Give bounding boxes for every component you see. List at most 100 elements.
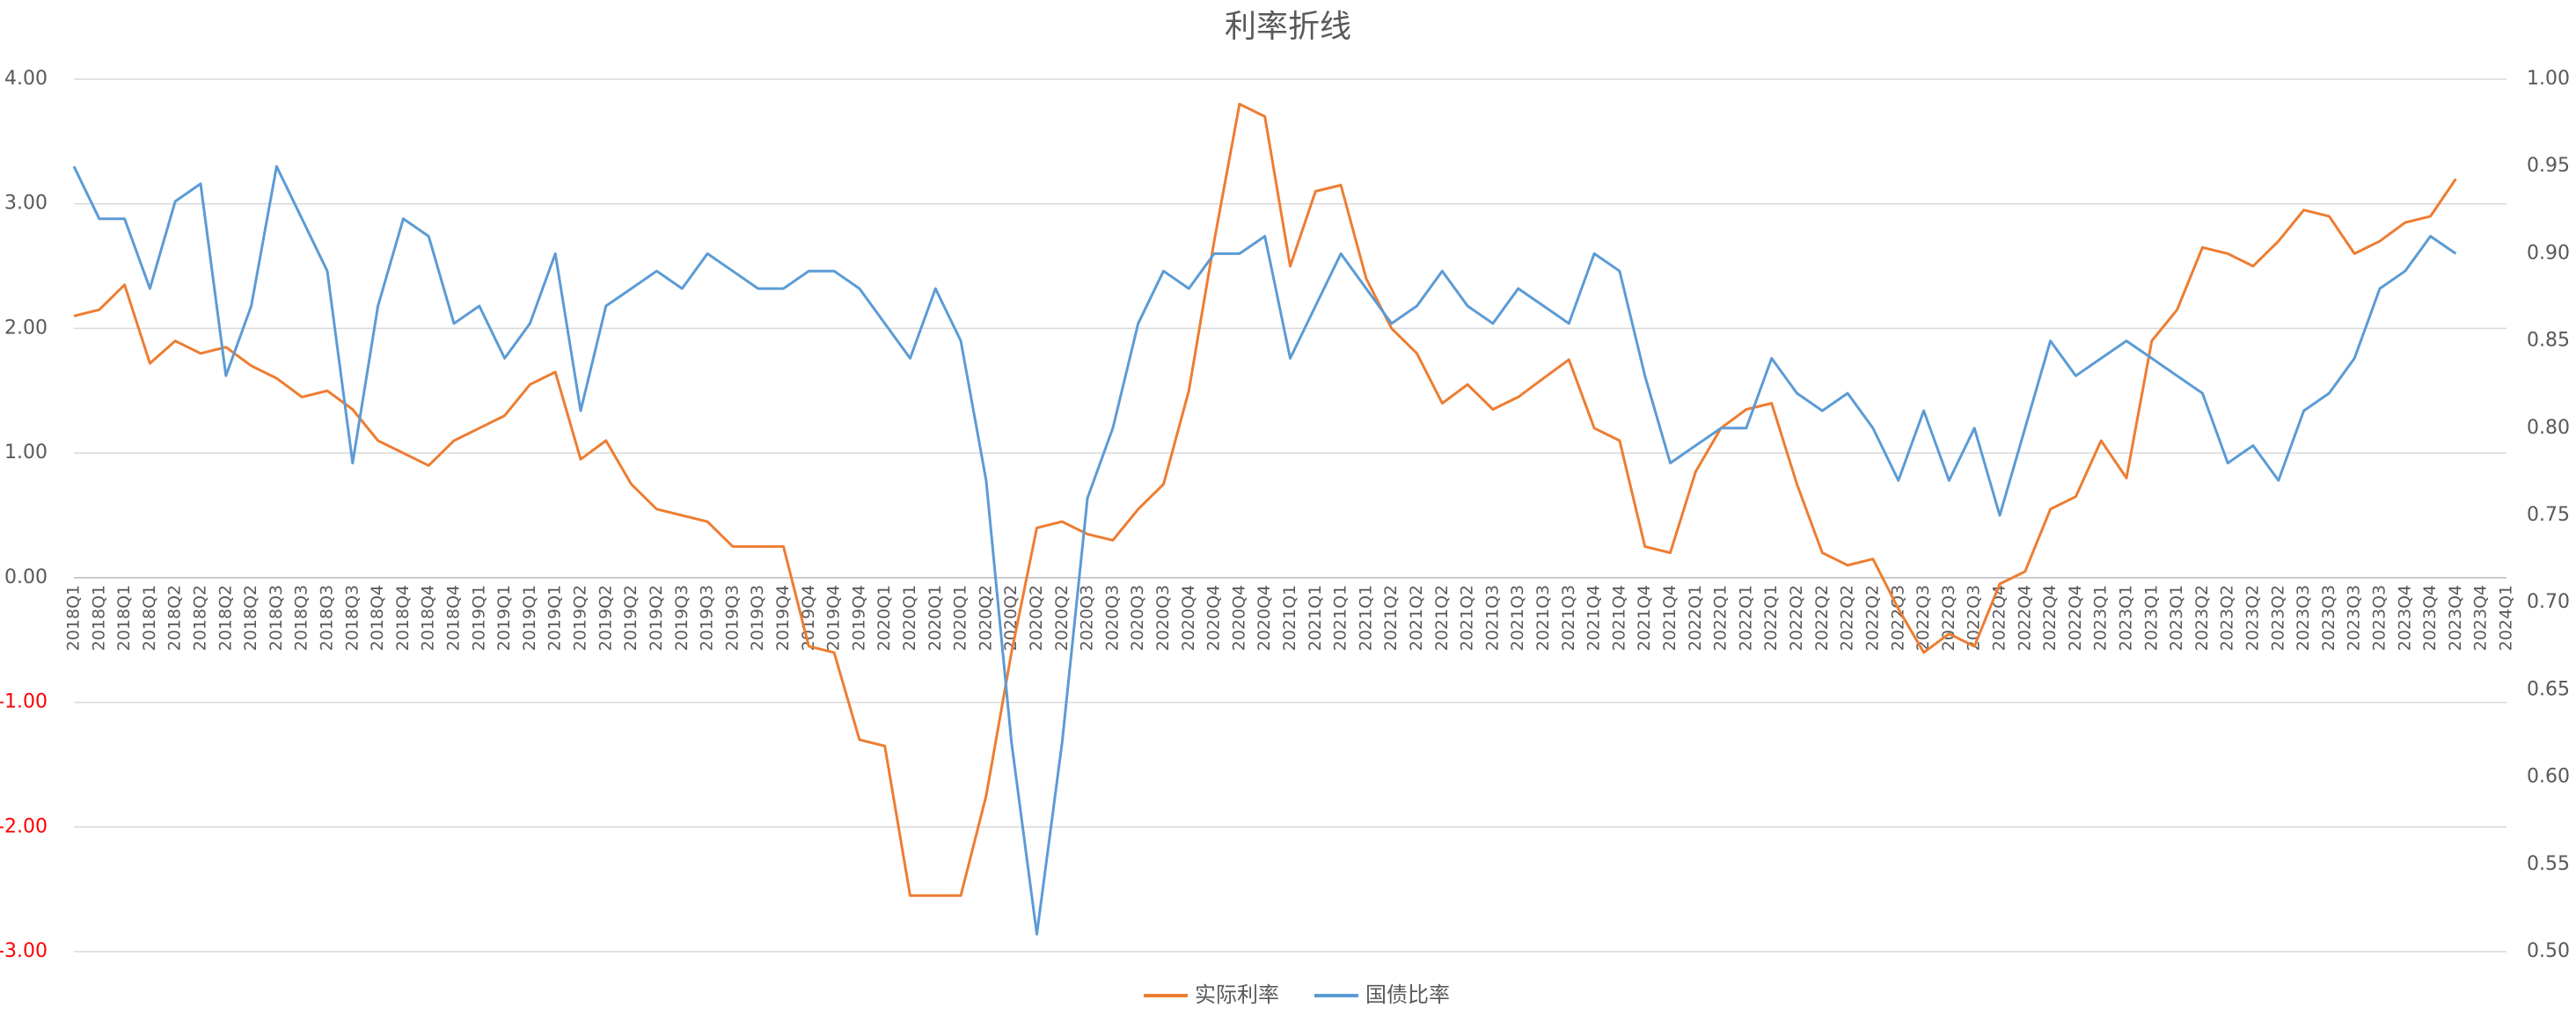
x-tick-label: 2018Q4: [368, 585, 387, 651]
x-tick-label: 2021Q2: [1432, 585, 1452, 651]
x-tick-label: 2020Q4: [1255, 585, 1274, 651]
x-tick-label: 2021Q4: [1635, 585, 1654, 651]
x-tick-label: 2021Q2: [1381, 585, 1401, 651]
x-tick-label: 2018Q3: [342, 585, 362, 651]
y2-tick-label: 0.65: [2527, 678, 2570, 700]
y2-tick-label: 0.55: [2527, 853, 2570, 875]
x-tick-label: 2020Q4: [1204, 585, 1224, 651]
y-tick-label: -3.00: [0, 940, 48, 962]
chart-title: 利率折线: [1225, 9, 1351, 45]
x-tick-label: 2019Q2: [621, 585, 640, 651]
x-tick-label: 2021Q4: [1660, 585, 1680, 651]
x-tick-label: 2022Q1: [1686, 585, 1705, 651]
x-tick-label: 2021Q2: [1458, 585, 1477, 651]
x-tick-label: 2019Q1: [469, 585, 488, 651]
x-tick-label: 2022Q3: [1939, 585, 1958, 651]
x-tick-label: 2023Q4: [2446, 585, 2465, 651]
y-tick-label: 1.00: [4, 442, 48, 464]
y-tick-label: -1.00: [0, 691, 48, 713]
y-tick-label: 4.00: [4, 68, 48, 90]
x-tick-label: 2019Q3: [748, 585, 767, 651]
x-tick-label: 2021Q4: [1584, 585, 1604, 651]
x-tick-label: 2023Q4: [2471, 585, 2491, 651]
x-tick-label: 2021Q3: [1508, 585, 1527, 651]
x-tick-label: 2018Q2: [216, 585, 235, 651]
x-tick-label: 2021Q3: [1559, 585, 1578, 651]
x-tick-label: 2018Q3: [292, 585, 311, 651]
x-tick-label: 2018Q4: [419, 585, 438, 651]
x-tick-label: 2018Q2: [191, 585, 210, 651]
x-tick-label: 2023Q2: [2192, 585, 2212, 651]
y-tick-label: 2.00: [4, 317, 48, 339]
x-tick-label: 2024Q1: [2497, 585, 2516, 651]
x-tick-label: 2019Q3: [698, 585, 717, 651]
x-tick-label: 2023Q2: [2218, 585, 2237, 651]
x-tick-label: 2021Q3: [1533, 585, 1553, 651]
x-tick-label: 2020Q2: [1052, 585, 1072, 651]
x-tick-label: 2020Q1: [951, 585, 970, 651]
x-tick-label: 2023Q3: [2369, 585, 2389, 651]
x-tick-label: 2023Q1: [2091, 585, 2111, 651]
x-tick-label: 2019Q4: [773, 585, 793, 651]
x-tick-label: 2023Q3: [2294, 585, 2313, 651]
x-tick-label: 2020Q1: [875, 585, 894, 651]
x-tick-label: 2019Q3: [722, 585, 742, 651]
x-tick-label: 2023Q4: [2395, 585, 2414, 651]
x-tick-label: 2022Q4: [2015, 585, 2034, 651]
legend-label: 国债比率: [1365, 982, 1450, 1007]
y2-tick-label: 0.85: [2527, 330, 2570, 352]
y-tick-label: 3.00: [4, 193, 48, 215]
x-tick-label: 2022Q2: [1838, 585, 1857, 651]
x-tick-label: 2021Q1: [1306, 585, 1325, 651]
x-tick-label: 2020Q4: [1179, 585, 1198, 651]
x-tick-label: 2019Q2: [647, 585, 666, 651]
x-tick-label: 2018Q2: [165, 585, 185, 651]
x-tick-label: 2020Q3: [1102, 585, 1122, 651]
x-tick-label: 2018Q1: [114, 585, 134, 651]
x-tick-label: 2019Q2: [571, 585, 590, 651]
x-tick-label: 2023Q1: [2167, 585, 2186, 651]
x-tick-label: 2023Q3: [2319, 585, 2338, 651]
x-tick-label: 2019Q4: [849, 585, 868, 651]
x-tick-label: 2019Q3: [672, 585, 692, 651]
x-tick-label: 2020Q1: [926, 585, 945, 651]
x-tick-label: 2022Q4: [1989, 585, 2009, 651]
x-tick-label: 2023Q2: [2268, 585, 2287, 651]
y2-tick-label: 0.70: [2527, 591, 2570, 613]
x-tick-label: 2020Q1: [900, 585, 919, 651]
y2-tick-label: 0.75: [2527, 504, 2570, 526]
x-tick-label: 2023Q1: [2116, 585, 2135, 651]
x-tick-label: 2021Q1: [1331, 585, 1350, 651]
x-tick-label: 2022Q1: [1736, 585, 1755, 651]
y2-tick-label: 0.90: [2527, 242, 2570, 264]
x-tick-label: 2018Q2: [241, 585, 260, 651]
x-tick-label: 2021Q4: [1609, 585, 1628, 651]
x-tick-label: 2022Q3: [1914, 585, 1933, 651]
x-tick-label: 2022Q2: [1862, 585, 1882, 651]
x-tick-label: 2019Q1: [545, 585, 565, 651]
series-line: [73, 102, 2457, 897]
x-tick-label: 2019Q2: [596, 585, 615, 651]
x-tick-label: 2022Q1: [1711, 585, 1731, 651]
x-tick-label: 2020Q2: [976, 585, 995, 651]
x-tick-label: 2018Q4: [393, 585, 413, 651]
x-tick-label: 2019Q4: [824, 585, 844, 651]
x-tick-label: 2020Q4: [1229, 585, 1248, 651]
x-tick-label: 2021Q1: [1356, 585, 1375, 651]
x-tick-label: 2021Q1: [1280, 585, 1299, 651]
x-tick-label: 2023Q3: [2345, 585, 2364, 651]
y-tick-label: -2.00: [0, 815, 48, 837]
x-tick-label: 2022Q2: [1787, 585, 1806, 651]
y2-tick-label: 0.50: [2527, 940, 2570, 962]
x-tick-label: 2020Q3: [1078, 585, 1097, 651]
y2-tick-label: 0.80: [2527, 417, 2570, 439]
y2-tick-label: 1.00: [2527, 68, 2570, 90]
x-tick-label: 2018Q3: [318, 585, 337, 651]
x-tick-label: 2018Q3: [267, 585, 286, 651]
x-tick-label: 2022Q2: [1812, 585, 1832, 651]
y2-tick-label: 0.60: [2527, 766, 2570, 788]
x-tick-label: 2020Q3: [1153, 585, 1173, 651]
x-tick-label: 2019Q1: [520, 585, 539, 651]
x-tick-label: 2019Q1: [494, 585, 514, 651]
